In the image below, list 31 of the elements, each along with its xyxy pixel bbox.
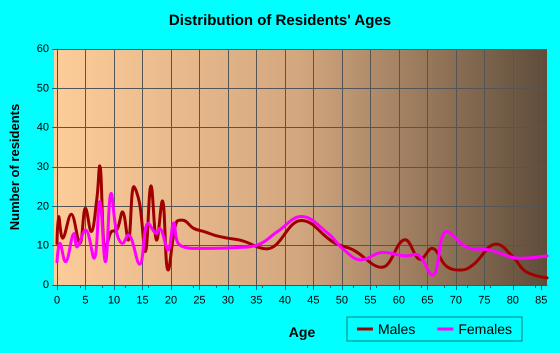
x-tick-label: 50 <box>336 294 348 306</box>
x-tick-label: 30 <box>222 294 234 306</box>
y-tick-label: 50 <box>36 82 49 94</box>
y-tick-label: 10 <box>36 240 49 252</box>
x-tick-label: 60 <box>392 294 405 306</box>
x-tick-label: 5 <box>82 294 89 306</box>
x-tick-label: 0 <box>54 294 60 306</box>
x-tick-label: 25 <box>193 294 206 306</box>
y-tick-label: 0 <box>42 279 49 291</box>
y-tick-label: 60 <box>36 43 49 55</box>
x-tick-label: 55 <box>364 294 376 306</box>
x-axis-title: Age <box>288 324 316 340</box>
x-tick-label: 40 <box>278 294 292 306</box>
legend-label: Males <box>378 321 416 337</box>
x-tick-label: 80 <box>506 294 519 306</box>
line-series <box>56 192 548 277</box>
y-tick-label: 20 <box>36 200 49 212</box>
y-axis-title: Number of residents <box>7 104 22 230</box>
y-tick-label: 30 <box>36 161 49 173</box>
legend-label: Females <box>458 321 512 337</box>
x-tick-label: 85 <box>535 294 548 306</box>
x-tick-label: 65 <box>421 294 434 306</box>
chart-title: Distribution of Residents' Ages <box>168 12 392 29</box>
x-tick-label: 35 <box>250 294 263 306</box>
x-tick-label: 15 <box>136 294 149 306</box>
x-tick-label: 70 <box>450 294 462 306</box>
x-tick-label: 10 <box>108 294 120 306</box>
x-tick-label: 45 <box>307 294 320 306</box>
x-tick-label: 75 <box>478 294 490 306</box>
x-tick-label: 20 <box>164 294 178 306</box>
y-tick-label: 40 <box>36 122 49 134</box>
